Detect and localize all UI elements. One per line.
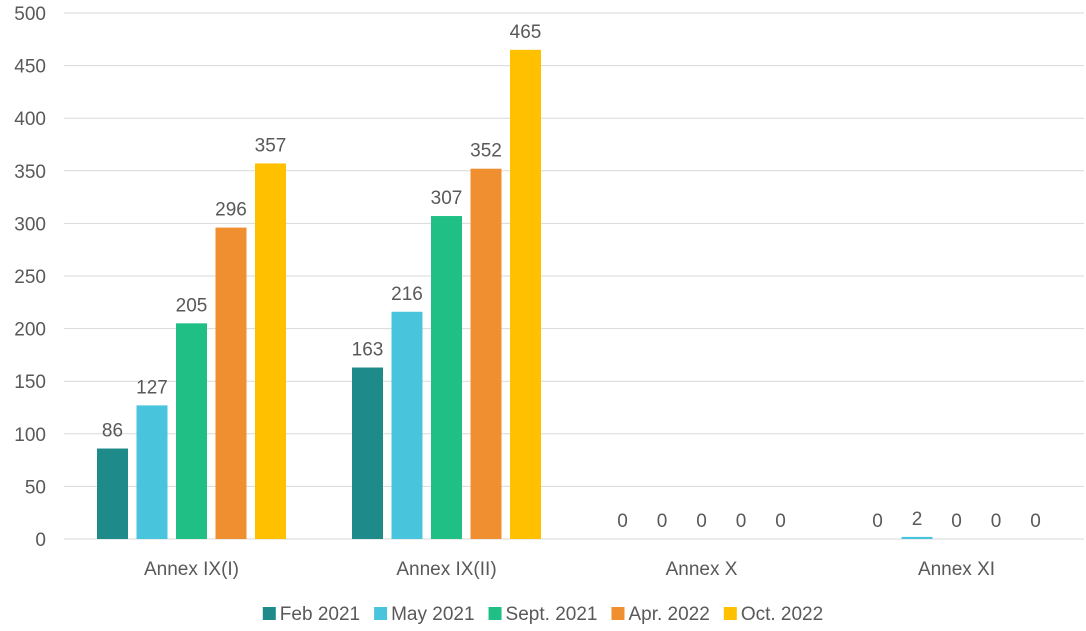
data-label: 0 [951, 511, 962, 532]
data-label: 0 [657, 511, 668, 532]
bar [431, 216, 462, 539]
legend-swatch [611, 607, 625, 620]
data-label: 205 [176, 295, 208, 316]
legend-label: Feb 2021 [280, 604, 360, 625]
y-tick-label: 200 [14, 320, 46, 341]
data-label: 0 [775, 511, 786, 532]
bar [901, 536, 933, 539]
bar [510, 49, 541, 539]
category-label: Annex IX(II) [396, 559, 496, 580]
legend-swatch [374, 607, 388, 620]
legend-swatch [723, 607, 737, 620]
legend-swatch [488, 607, 502, 620]
data-label: 357 [255, 135, 287, 156]
legend-label: May 2021 [391, 604, 474, 625]
data-label: 0 [872, 511, 883, 532]
x-axis-categories: Annex IX(I) Annex IX(II) Annex X Annex XI [144, 559, 995, 580]
data-label: 0 [617, 511, 628, 532]
data-label: 296 [215, 200, 247, 221]
legend-label: Oct. 2022 [741, 604, 823, 625]
bar [176, 323, 207, 539]
y-tick-label: 100 [14, 425, 46, 446]
legend: Feb 2021 May 2021 Sept. 2021 Apr. 2022 Oct. … [262, 604, 823, 625]
data-label: 0 [736, 511, 747, 532]
category-label: Annex IX(I) [144, 559, 239, 580]
data-label: 2 [912, 509, 923, 530]
data-label: 307 [431, 188, 463, 209]
category-label: Annex X [666, 559, 738, 580]
y-axis-ticks: 0 50 100 150 200 250 300 350 400 450 500 [14, 4, 46, 551]
bar [97, 448, 128, 539]
bars [97, 49, 933, 540]
y-tick-label: 500 [14, 4, 46, 25]
data-label: 465 [510, 22, 542, 43]
y-tick-label: 450 [14, 57, 46, 78]
legend-label: Sept. 2021 [506, 604, 598, 625]
data-labels: 86 127 205 296 357 163 216 307 352 465 0 0 0 0 0 0 2 0 0 0 [102, 22, 1041, 532]
data-label: 0 [1030, 511, 1041, 532]
y-tick-label: 400 [14, 109, 46, 130]
y-tick-label: 0 [35, 530, 46, 551]
data-label: 163 [352, 340, 384, 361]
legend-swatch [262, 607, 276, 620]
bar [470, 168, 502, 540]
data-label: 0 [991, 511, 1002, 532]
y-tick-label: 300 [14, 214, 46, 235]
y-tick-label: 350 [14, 162, 46, 183]
legend-label: Apr. 2022 [628, 604, 709, 625]
data-label: 86 [102, 421, 123, 442]
bar [391, 311, 423, 539]
data-label: 352 [470, 141, 502, 162]
bar [352, 367, 383, 539]
y-tick-label: 250 [14, 267, 46, 288]
data-label: 127 [136, 377, 168, 398]
bar [255, 163, 286, 539]
data-label: 0 [696, 511, 707, 532]
data-label: 216 [391, 284, 423, 305]
bar [136, 405, 168, 539]
bar [215, 227, 247, 539]
y-tick-label: 50 [25, 477, 46, 498]
y-tick-label: 150 [14, 372, 46, 393]
category-label: Annex XI [918, 559, 995, 580]
